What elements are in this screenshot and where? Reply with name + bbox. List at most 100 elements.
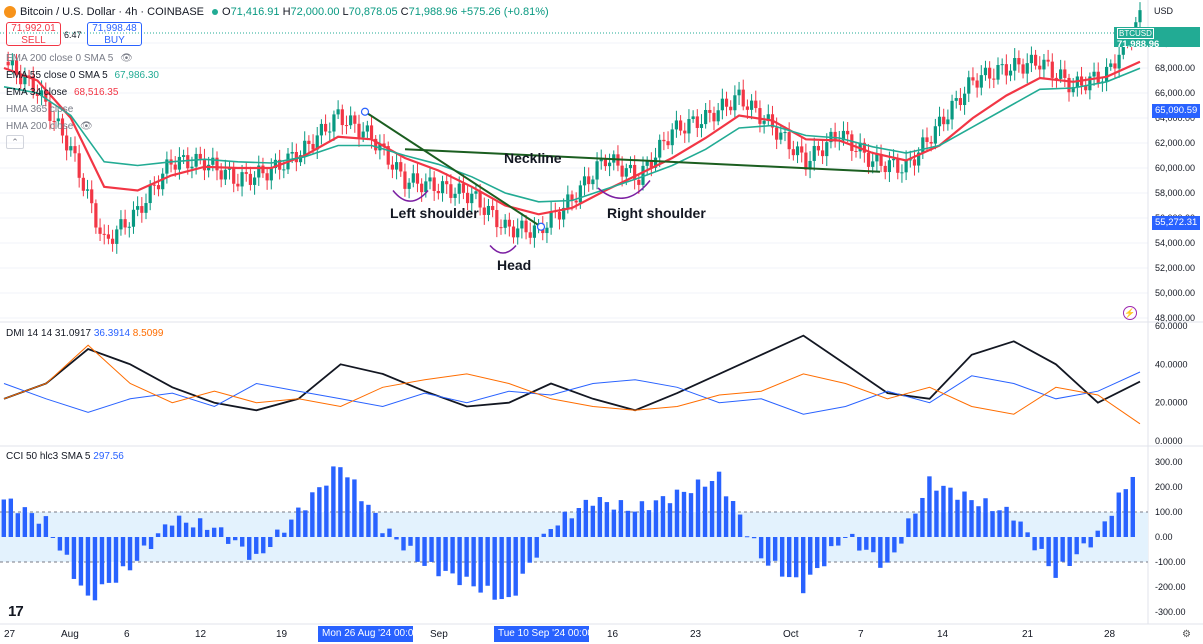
eye-off-icon[interactable]: 👁 bbox=[80, 121, 93, 132]
cci-bar bbox=[345, 477, 350, 537]
chevron-up-icon[interactable]: ⌃ bbox=[6, 135, 24, 149]
cci-bar bbox=[373, 512, 378, 537]
x-tick: 12 bbox=[195, 629, 207, 640]
cci-bar bbox=[941, 485, 946, 537]
candle-body bbox=[1067, 77, 1071, 93]
sell-button[interactable]: 71,992.01 SELL bbox=[6, 22, 61, 46]
dmi-minus-value: 8.5099 bbox=[132, 328, 164, 339]
candle-body bbox=[649, 160, 653, 168]
cci-bar bbox=[590, 505, 596, 537]
candle-body bbox=[883, 165, 887, 173]
candle-body bbox=[453, 193, 457, 198]
cci-bar bbox=[962, 491, 967, 537]
price-marker-upper: 65,090.59 bbox=[1152, 104, 1200, 118]
open-value: 71,416.91 bbox=[230, 6, 280, 18]
close-label: C bbox=[400, 6, 409, 18]
candle-body bbox=[1059, 69, 1063, 79]
indicator-ema34[interactable]: EMA 34 close 68,516.35 bbox=[6, 87, 118, 98]
candle-body bbox=[1021, 64, 1025, 74]
candle-body bbox=[962, 93, 967, 106]
candle-body bbox=[1088, 76, 1092, 91]
cci-bar bbox=[758, 537, 764, 559]
candle-body bbox=[996, 64, 1000, 80]
cci-bar bbox=[906, 518, 911, 537]
candle-body bbox=[294, 152, 298, 163]
cci-bar bbox=[99, 537, 105, 585]
lightning-icon[interactable]: ⚡ bbox=[1123, 306, 1137, 320]
candle-body bbox=[942, 116, 946, 125]
candle-body bbox=[219, 170, 223, 180]
candle-body bbox=[248, 173, 253, 185]
trendline-handle bbox=[536, 222, 546, 231]
cci-y-tick-label: 0.00 bbox=[1155, 532, 1173, 542]
candle-body bbox=[374, 138, 378, 151]
cci-bar bbox=[169, 525, 175, 537]
cci-bar bbox=[415, 537, 420, 562]
high-value: 72,000.00 bbox=[290, 6, 340, 18]
candle-body bbox=[232, 168, 236, 184]
candle-body bbox=[557, 211, 562, 220]
cci-bar bbox=[625, 510, 631, 537]
cci-value: 297.56 bbox=[93, 451, 124, 462]
buy-button[interactable]: 71,998.48 BUY bbox=[87, 22, 142, 46]
candle-body bbox=[775, 127, 779, 140]
candle-body bbox=[762, 120, 766, 124]
indicator-name: EMA 55 close 0 SMA 5 bbox=[6, 70, 108, 81]
candle-body bbox=[6, 61, 10, 66]
candle-body bbox=[950, 100, 954, 120]
candle-body bbox=[407, 182, 411, 189]
candle-body bbox=[879, 153, 883, 166]
bitcoin-icon bbox=[4, 6, 16, 18]
cci-bar bbox=[478, 537, 483, 593]
cci-bar bbox=[1074, 537, 1079, 555]
cci-bar bbox=[878, 537, 883, 568]
candle-body bbox=[486, 205, 491, 215]
candle-body bbox=[252, 177, 257, 185]
indicator-ema55[interactable]: EMA 55 close 0 SMA 5 67,986.30 bbox=[6, 70, 159, 81]
candle-body bbox=[1008, 70, 1013, 76]
candle-body bbox=[94, 203, 98, 228]
candle-body bbox=[482, 207, 486, 215]
candle-body bbox=[633, 164, 637, 180]
cci-bar bbox=[197, 518, 203, 537]
x-tick: 28 bbox=[1104, 629, 1116, 640]
candle-body bbox=[787, 132, 791, 150]
eye-off-icon[interactable]: 👁 bbox=[120, 53, 133, 64]
candle-body bbox=[432, 177, 436, 191]
tradingview-logo[interactable]: 17 bbox=[8, 603, 24, 620]
candle-body bbox=[1117, 54, 1121, 69]
cci-legend[interactable]: CCI 50 hlc3 SMA 5 297.56 bbox=[6, 451, 124, 462]
candle-body bbox=[365, 125, 369, 132]
indicator-hma365[interactable]: HMA 365 close bbox=[6, 104, 73, 115]
cci-bar bbox=[934, 490, 939, 537]
cci-bar bbox=[1039, 537, 1044, 549]
cci-bar bbox=[836, 537, 841, 546]
candle-body bbox=[866, 152, 871, 167]
candle-body bbox=[975, 80, 979, 88]
currency-selector[interactable]: USD bbox=[1154, 6, 1174, 16]
candle-body bbox=[186, 155, 190, 169]
candle-body bbox=[528, 232, 532, 238]
adx-line bbox=[3, 334, 1141, 412]
cci-bar bbox=[1067, 537, 1072, 566]
indicator-hma200[interactable]: HMA 200 close 👁 bbox=[6, 121, 93, 132]
symbol-header[interactable]: Bitcoin / U.S. Dollar · 4h · COINBASE O7… bbox=[4, 6, 549, 18]
cci-bar bbox=[485, 537, 490, 586]
dmi-legend[interactable]: DMI 14 14 31.0917 36.3914 8.5099 bbox=[6, 328, 163, 339]
candle-body bbox=[549, 211, 553, 228]
cci-bar bbox=[1081, 537, 1086, 544]
candle-body bbox=[578, 185, 582, 203]
ema55-line bbox=[3, 67, 1141, 203]
indicator-ema200[interactable]: EMA 200 close 0 SMA 5 👁 bbox=[6, 53, 133, 64]
cci-bar bbox=[317, 487, 322, 537]
candle-body bbox=[666, 141, 670, 146]
candle-body bbox=[691, 116, 695, 120]
cci-bar bbox=[457, 537, 462, 586]
gear-icon[interactable]: ⚙ bbox=[1182, 629, 1191, 640]
candle-body bbox=[190, 166, 194, 169]
close-value: 71,988.96 bbox=[408, 6, 458, 18]
cci-bar bbox=[240, 537, 245, 547]
candle-body bbox=[1063, 69, 1067, 78]
cci-bar bbox=[366, 504, 371, 537]
